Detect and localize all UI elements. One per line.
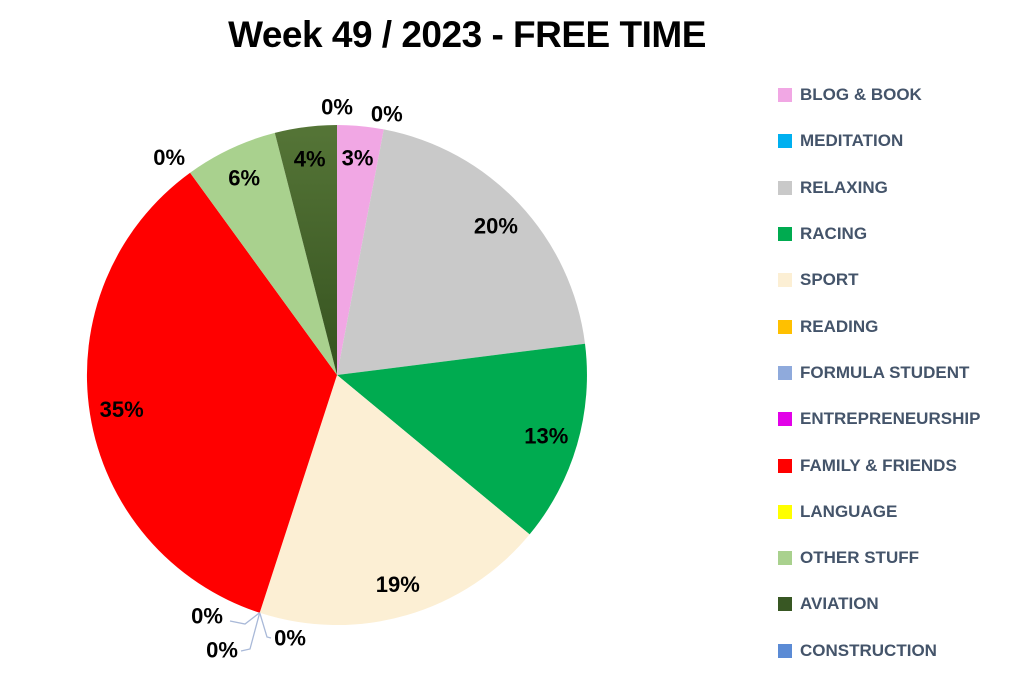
data-label-aviation: 4% (294, 146, 326, 171)
data-label-sport: 19% (376, 572, 420, 597)
legend-swatch-other-stuff (778, 551, 792, 566)
chart-title: Week 49 / 2023 - FREE TIME (228, 14, 706, 55)
legend-swatch-meditation (778, 134, 792, 149)
legend-label-sport: SPORT (800, 270, 859, 290)
legend-swatch-aviation (778, 597, 792, 612)
legend-swatch-family-friends (778, 458, 792, 473)
legend-item-sport[interactable]: SPORT (778, 257, 980, 303)
legend-label-language: LANGUAGE (800, 501, 898, 521)
legend-swatch-formula-student (778, 365, 792, 380)
legend-item-aviation[interactable]: AVIATION (778, 581, 980, 627)
legend-item-meditation[interactable]: MEDITATION (778, 118, 980, 164)
legend-label-reading: READING (800, 316, 879, 336)
legend-item-racing[interactable]: RACING (778, 211, 980, 257)
legend-item-language[interactable]: LANGUAGE (778, 489, 980, 535)
data-label-construction: 0% (321, 95, 353, 120)
legend-swatch-entrepreneurship (778, 412, 792, 427)
legend-label-family-friends: FAMILY & FRIENDS (800, 455, 957, 475)
legend-swatch-blog-book (778, 88, 792, 103)
legend-swatch-racing (778, 227, 792, 242)
pie-slice-aviation[interactable] (274, 125, 337, 375)
legend-item-reading[interactable]: READING (778, 303, 980, 349)
data-label-relaxing: 20% (474, 214, 518, 239)
legend-item-construction[interactable]: CONSTRUCTION (778, 628, 980, 674)
legend-swatch-language (778, 504, 792, 519)
legend-swatch-reading (778, 319, 792, 334)
legend-item-entrepreneurship[interactable]: ENTREPRENEURSHIP (778, 396, 980, 442)
data-label-reading: 0% (191, 604, 223, 629)
legend-label-other-stuff: OTHER STUFF (800, 548, 919, 568)
data-label-meditation: 0% (371, 101, 403, 126)
legend-label-formula-student: FORMULA STUDENT (800, 362, 970, 382)
pie-slice-racing[interactable] (337, 343, 587, 535)
legend-item-formula-student[interactable]: FORMULA STUDENT (778, 350, 980, 396)
pie-slice-relaxing[interactable] (337, 129, 585, 375)
legend-swatch-construction (778, 643, 792, 658)
pie-slice-sport[interactable] (259, 375, 530, 626)
leader-line-entrepreneurship (240, 612, 261, 652)
legend: BLOG & BOOK MEDITATION RELAXING RACING SPORT… (778, 72, 980, 674)
legend-label-racing: RACING (800, 224, 868, 244)
data-label-racing: 13% (524, 424, 568, 449)
data-label-entrepreneurship: 0% (206, 638, 238, 663)
data-label-other-stuff: 6% (228, 165, 260, 190)
legend-swatch-sport (778, 273, 792, 288)
legend-label-entrepreneurship: ENTREPRENEURSHIP (800, 409, 981, 429)
leader-line-formula-student (259, 612, 272, 639)
legend-label-meditation: MEDITATION (800, 131, 904, 151)
pie-slice-other-stuff[interactable] (190, 132, 337, 375)
pie-slice-blog-book[interactable] (337, 124, 384, 376)
legend-label-blog-book: BLOG & BOOK (800, 85, 922, 105)
leader-line-reading (229, 612, 261, 625)
legend-item-other-stuff[interactable]: OTHER STUFF (778, 535, 980, 581)
legend-label-aviation: AVIATION (800, 594, 879, 614)
legend-item-relaxing[interactable]: RELAXING (778, 165, 980, 211)
legend-label-construction: CONSTRUCTION (800, 640, 937, 660)
pie-chart: 3% 0% 20% 13% 19% 0% 0% 0% 35% 0% 6% 4% 0% (86, 95, 587, 663)
data-label-formula-student: 0% (274, 626, 306, 651)
legend-label-relaxing: RELAXING (800, 177, 888, 197)
data-label-language: 0% (153, 145, 185, 170)
legend-item-family-friends[interactable]: FAMILY & FRIENDS (778, 442, 980, 488)
data-label-blog-book: 3% (342, 146, 374, 171)
pie-slice-family-friends[interactable] (86, 172, 338, 613)
legend-item-blog-book[interactable]: BLOG & BOOK (778, 72, 980, 118)
legend-swatch-relaxing (778, 180, 792, 195)
data-label-family-friends: 35% (100, 397, 144, 422)
